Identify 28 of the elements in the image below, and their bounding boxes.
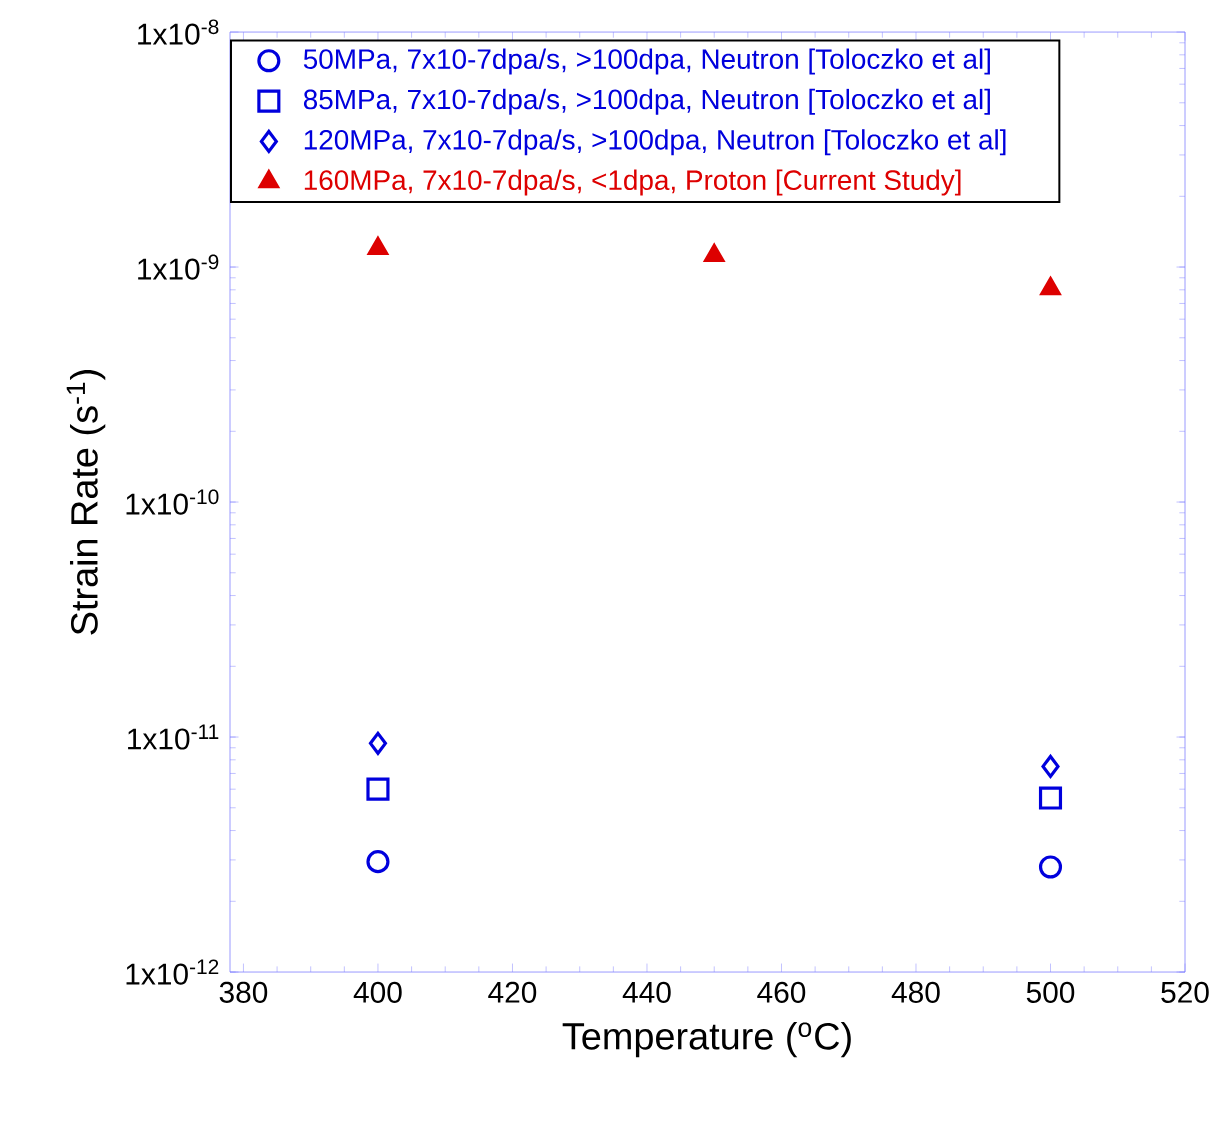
legend-label: 50MPa, 7x10-7dpa/s, >100dpa, Neutron [Toloczko et al]	[303, 48, 990, 75]
x-tick-label: 400	[353, 981, 402, 1003]
y-tick-label: 1x10$^{-11}$	[128, 724, 219, 750]
y-tick-label: 1x10$^{-9}$	[138, 254, 219, 280]
x-tick-label: 380	[219, 981, 268, 1003]
x-tick-label: 460	[757, 981, 806, 1003]
y-tick-label: 1x10$^{-12}$	[126, 959, 219, 985]
x-tick-label: 500	[1026, 981, 1075, 1003]
point	[1038, 786, 1063, 810]
point	[704, 243, 725, 263]
point	[368, 731, 388, 755]
y-tick-label: 1x10$^{-10}$	[126, 489, 219, 515]
x-tick-label: 520	[1161, 981, 1209, 1003]
point	[1038, 855, 1063, 879]
point	[1040, 276, 1061, 296]
legend-label: 160MPa, 7x10-7dpa/s, <1dpa, Proton [Current Study]	[304, 169, 961, 196]
point	[366, 777, 390, 801]
legend-label: 120MPa, 7x10-7dpa/s, >100dpa, Neutron [Toloczko et al]	[304, 129, 1006, 156]
point	[367, 236, 389, 256]
point	[1041, 754, 1060, 778]
x-axis-title: Temperature ($^{o}$C)	[562, 1021, 851, 1058]
y-axis-title: Strain Rate (s$^{-1}$)	[66, 370, 106, 635]
x-tick-label: 480	[891, 981, 940, 1003]
x-tick-label: 420	[488, 981, 537, 1003]
point	[366, 850, 390, 874]
y-tick-label: 1x10$^{-8}$	[138, 19, 219, 45]
x-tick-label: 440	[622, 981, 671, 1003]
legend-label: 85MPa, 7x10-7dpa/s, >100dpa, Neutron [Toloczko et al]	[303, 88, 990, 115]
